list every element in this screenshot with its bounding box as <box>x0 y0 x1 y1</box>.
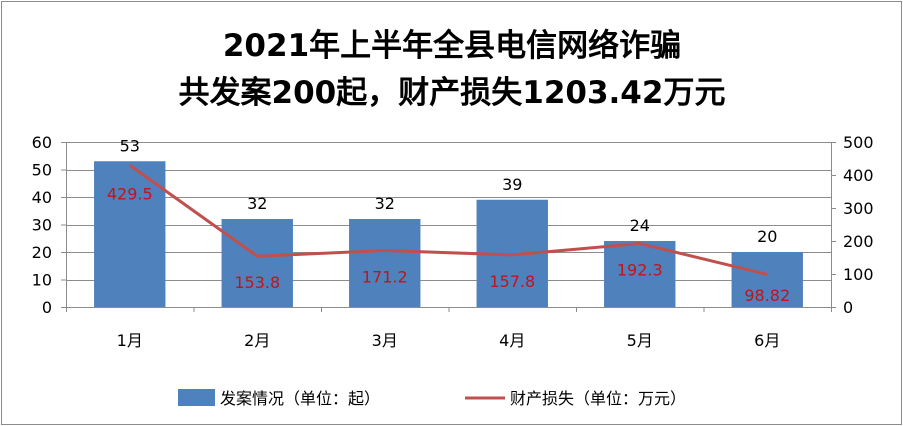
bar-value-label: 39 <box>502 175 522 194</box>
chart-title: 2021年上半年全县电信网络诈骗 共发案200起，财产损失1203.42万元 <box>179 28 726 111</box>
x-tick-label: 5月 <box>627 331 653 350</box>
line-value-label: 157.8 <box>489 272 535 291</box>
line-value-label: 171.2 <box>362 268 408 287</box>
bar-3 <box>349 219 421 307</box>
gridlines <box>66 142 831 281</box>
line-value-label: 98.82 <box>744 286 790 305</box>
loss-line <box>128 164 768 276</box>
y-right-tick-label: 500 <box>843 133 874 152</box>
bar-value-label: 24 <box>630 216 650 235</box>
x-tick-label: 4月 <box>499 331 525 350</box>
x-tick-label: 2月 <box>244 331 270 350</box>
x-tick-label: 1月 <box>117 331 143 350</box>
legend: 发案情况（单位：起） 财产损失（单位：万元） <box>178 389 686 408</box>
y-left-tick-label: 20 <box>32 243 52 262</box>
y-right-tick-label: 400 <box>843 166 874 185</box>
line-value-label: 429.5 <box>107 184 153 203</box>
y-left-tick-label: 30 <box>32 216 52 235</box>
bar-5 <box>604 241 676 307</box>
bar-6 <box>731 252 803 307</box>
x-tick-label: 6月 <box>754 331 780 350</box>
y-left-tick-label: 40 <box>32 188 52 207</box>
legend-label-bar: 发案情况（单位：起） <box>220 389 380 408</box>
line-series <box>128 164 768 276</box>
bar-value-label: 32 <box>375 194 395 213</box>
bar-series <box>94 161 803 307</box>
line-value-label: 192.3 <box>617 261 663 280</box>
y-left-tick-label: 50 <box>32 161 52 180</box>
y-right-tick-label: 100 <box>843 265 874 284</box>
bar-2 <box>221 219 293 307</box>
y-left-tick-label: 10 <box>32 271 52 290</box>
y-right-tick-label: 0 <box>843 298 853 317</box>
chart-title-line-2: 共发案200起，财产损失1203.42万元 <box>179 75 726 111</box>
bar-value-label: 32 <box>247 194 267 213</box>
legend-label-line: 财产损失（单位：万元） <box>510 389 686 408</box>
axes: 0 10 20 30 40 50 60 0 100 200 300 400 500 1月 2月 3月 4月 5月 6… <box>32 133 874 350</box>
chart-title-line-1: 2021年上半年全县电信网络诈骗 <box>223 28 681 64</box>
x-tick-label: 3月 <box>372 331 398 350</box>
bar-value-label: 20 <box>757 227 777 246</box>
bar-1 <box>94 161 166 307</box>
y-right-tick-label: 300 <box>843 199 874 218</box>
y-right-tick-label: 200 <box>843 232 874 251</box>
y-left-tick-label: 60 <box>32 133 52 152</box>
data-labels: 53 32 32 39 24 20 429.5 153.8 171.2 157.8 192.3 98.… <box>107 136 790 305</box>
y-left-tick-label: 0 <box>42 298 52 317</box>
legend-swatch-bar <box>178 389 215 406</box>
bar-value-label: 53 <box>120 136 140 155</box>
line-value-label: 153.8 <box>234 273 280 292</box>
